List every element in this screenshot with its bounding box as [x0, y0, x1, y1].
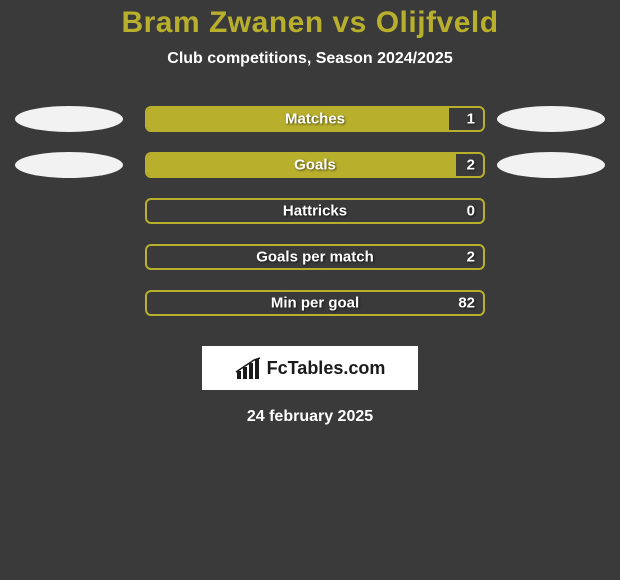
- stat-bar: Min per goal 82: [145, 290, 485, 316]
- stat-row: Goals 2: [0, 152, 620, 178]
- stat-label: Goals: [294, 157, 336, 174]
- stat-bar: Goals 2: [145, 152, 485, 178]
- page-subtitle: Club competitions, Season 2024/2025: [0, 50, 620, 68]
- stat-label: Min per goal: [271, 295, 359, 312]
- logo-text: FcTables.com: [267, 358, 386, 379]
- date-label: 24 february 2025: [0, 408, 620, 426]
- player-ellipse-right: [497, 106, 605, 132]
- stat-row: Min per goal 82: [0, 290, 620, 316]
- page-title: Bram Zwanen vs Olijfveld: [0, 6, 620, 40]
- stat-row: Goals per match 2: [0, 244, 620, 270]
- stat-label: Goals per match: [256, 249, 374, 266]
- bar-chart-icon: [235, 357, 263, 379]
- stat-row: Matches 1: [0, 106, 620, 132]
- stat-label: Hattricks: [283, 203, 347, 220]
- stat-value: 82: [458, 295, 475, 312]
- stat-value: 2: [467, 249, 475, 266]
- player-ellipse-left: [15, 152, 123, 178]
- logo-box: FcTables.com: [202, 346, 418, 390]
- player-ellipse-left: [15, 106, 123, 132]
- comparison-chart: Matches 1 Goals 2 Hattricks 0 Goals per match 2…: [0, 106, 620, 316]
- stat-bar: Matches 1: [145, 106, 485, 132]
- stat-value: 1: [467, 111, 475, 128]
- stat-bar: Goals per match 2: [145, 244, 485, 270]
- stat-value: 0: [467, 203, 475, 220]
- stat-label: Matches: [285, 111, 345, 128]
- stat-row: Hattricks 0: [0, 198, 620, 224]
- player-ellipse-right: [497, 152, 605, 178]
- stat-value: 2: [467, 157, 475, 174]
- stat-bar: Hattricks 0: [145, 198, 485, 224]
